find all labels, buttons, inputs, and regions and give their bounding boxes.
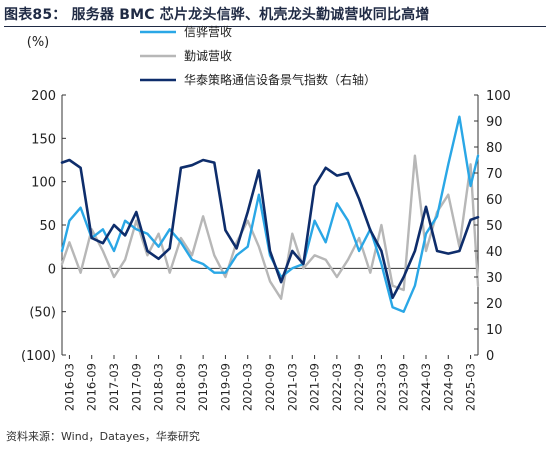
y-tick-label-left: (50) [29, 306, 56, 321]
x-tick-label: 2018-03 [152, 363, 166, 411]
title-divider [4, 26, 546, 27]
legend-label-1: 信骅营收 [184, 25, 232, 39]
x-tick-label: 2016-09 [85, 363, 99, 411]
x-tick-label: 2019-03 [196, 363, 210, 411]
x-tick-label: 2022-09 [352, 363, 366, 411]
x-tick-label: 2020-03 [241, 363, 255, 411]
y-tick-label-right: 40 [486, 245, 503, 260]
y-tick-label-left: 150 [31, 132, 56, 147]
source-note: 资料来源：Wind，Datayes，华泰研究 [6, 430, 200, 443]
y-tick-label-left: 50 [39, 219, 56, 234]
y-tick-label-right: 60 [486, 193, 503, 208]
x-tick-label: 2018-09 [174, 363, 188, 411]
x-tick-label: 2025-03 [464, 363, 478, 411]
x-tick-label: 2023-09 [397, 363, 411, 411]
figure-title: 图表85： 服务器 BMC 芯片龙头信骅、机壳龙头勤诚营收同比高增 [4, 7, 430, 23]
x-tick-label: 2022-03 [330, 363, 344, 411]
y-tick-label-right: 50 [486, 219, 503, 234]
x-tick-label: 2017-03 [107, 363, 121, 411]
x-tick-label: 2024-03 [419, 363, 433, 411]
x-tick-label: 2023-03 [374, 363, 388, 411]
y-tick-label-right: 0 [486, 349, 494, 364]
series-line-1 [60, 115, 480, 313]
y-tick-label-right: 70 [486, 167, 503, 182]
y-tick-label-left: 200 [31, 89, 56, 104]
series-line-2 [60, 154, 480, 300]
y-tick-label-right: 80 [486, 141, 503, 156]
y-tick-label-right: 100 [486, 89, 511, 104]
y-tick-label-right: 20 [486, 297, 503, 312]
x-tick-label: 2017-09 [129, 363, 143, 411]
y-tick-label-left: 0 [48, 262, 56, 277]
y-tick-label-right: 10 [486, 323, 503, 338]
x-tick-label: 2021-09 [308, 363, 322, 411]
y-tick-label-left: (100) [21, 349, 56, 364]
legend-label-2: 勤诚营收 [184, 49, 232, 63]
y-tick-label-left: 100 [31, 176, 56, 191]
y-tick-label-right: 30 [486, 271, 503, 286]
x-tick-label: 2021-03 [285, 363, 299, 411]
x-tick-label: 2019-09 [218, 363, 232, 411]
series-line-3 [60, 158, 480, 300]
chart-series [60, 115, 480, 313]
x-tick-label: 2024-09 [441, 363, 455, 411]
y-axis-label: (%) [27, 35, 50, 50]
y-tick-label-right: 90 [486, 115, 503, 130]
x-tick-label: 2020-09 [263, 363, 277, 411]
chart-ticks: 200150100500(50)(100)(%)1009080706050403… [21, 35, 511, 411]
x-tick-label: 2016-03 [62, 363, 76, 411]
legend-label-3: 华泰策略通信设备景气指数（右轴） [184, 72, 376, 87]
